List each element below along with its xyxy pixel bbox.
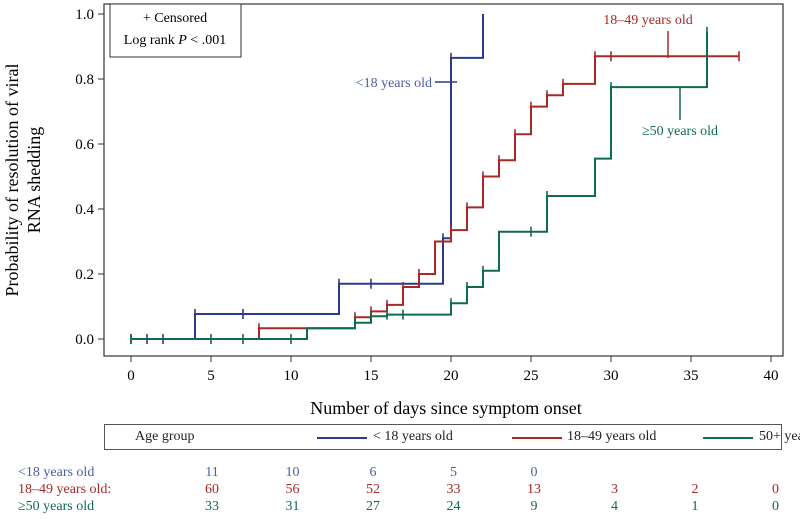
series-label-under18: <18 years old	[356, 76, 432, 91]
y-tick-label: 0.4	[75, 202, 94, 218]
series-label-18-49: 18–49 years old	[603, 13, 692, 28]
risk-cell: 9	[530, 499, 538, 514]
risk-cell: 6	[369, 465, 377, 480]
risk-cell: 1	[691, 499, 699, 514]
risk-row-label: 18–49 years old:	[18, 482, 112, 497]
risk-cell: 27	[366, 499, 380, 514]
risk-cell: 0	[772, 499, 779, 514]
km-curve	[131, 55, 739, 340]
risk-cell: 0	[530, 465, 538, 480]
risk-cell: 33	[446, 482, 461, 497]
risk-cell: 2	[691, 482, 699, 497]
legend-title: Age group	[135, 429, 195, 444]
y-tick-label: 0.2	[75, 267, 94, 283]
y-tick-label: 0.8	[75, 72, 94, 88]
x-tick-label: 5	[207, 368, 215, 384]
plot-frame	[103, 3, 784, 357]
series-annotations: <18 years old 18–49 years old ≥50 years ol…	[356, 13, 718, 139]
x-tick-label: 30	[604, 368, 619, 384]
y-tick-label: 0.6	[75, 137, 94, 153]
series-label-50plus: ≥50 years old	[642, 124, 718, 139]
x-tick-label: 0	[127, 368, 135, 384]
risk-cell: 4	[611, 499, 618, 514]
risk-row-label: ≥50 years old	[18, 499, 95, 514]
risk-cell: 31	[285, 499, 300, 514]
series-0	[130, 14, 484, 344]
x-axis-title: Number of days since symptom onset	[310, 398, 581, 418]
y-tick-label: 0.0	[75, 332, 94, 348]
logrank-note: Log rank P < .001	[124, 33, 226, 48]
risk-row: ≥50 years old 33 31 27 24 9 4 1 0	[0, 499, 800, 517]
x-tick-label: 35	[684, 368, 699, 384]
legend-swatch-under18	[317, 437, 367, 439]
numbers-at-risk-table: <18 years old 11 10 6 5 0 18–49 years old: 60 56…	[0, 465, 800, 519]
risk-cell: 5	[450, 465, 457, 480]
legend: Age group < 18 years old 18–49 years old…	[104, 424, 800, 450]
legend-swatch-50plus	[703, 437, 753, 439]
risk-row-label: <18 years old	[18, 465, 95, 480]
risk-row: 18–49 years old: 60 56 52 33 13 3 2 0	[0, 482, 800, 500]
x-axis: 0 5 10 15 20 25 30 35 40	[127, 356, 779, 384]
risk-cell: 11	[205, 465, 219, 480]
legend-swatch-18-49	[512, 437, 562, 439]
legend-label-18-49: 18–49 years old	[567, 429, 657, 444]
km-curve	[131, 14, 484, 340]
x-tick-label: 20	[444, 368, 459, 384]
series-1	[131, 51, 740, 340]
x-tick-label: 15	[364, 368, 379, 384]
risk-cell: 13	[527, 482, 541, 497]
y-axis-title-line1: Probability of resolution of viral	[2, 64, 22, 297]
risk-cell: 56	[285, 482, 300, 497]
series-layer	[130, 14, 740, 344]
series-2	[130, 26, 708, 344]
censor-logrank-box: + Censored Log rank P < .001	[109, 3, 242, 58]
censored-note: + Censored	[143, 11, 207, 26]
y-axis-title-line2: RNA shedding	[24, 127, 44, 234]
legend-label-under18: < 18 years old	[373, 429, 453, 444]
y-axis: 0.0 0.2 0.4 0.6 0.8 1.0	[75, 7, 104, 348]
risk-cell: 0	[772, 482, 779, 497]
risk-cell: 3	[611, 482, 618, 497]
risk-cell: 10	[285, 465, 300, 480]
risk-cell: 24	[446, 499, 461, 514]
km-chart: 0.0 0.2 0.4 0.6 0.8 1.0 0 5 10 15 20 25 30 35 40 <18 …	[2, 3, 784, 418]
x-tick-label: 10	[284, 368, 299, 384]
y-tick-label: 1.0	[75, 7, 94, 23]
risk-cell: 52	[366, 482, 380, 497]
risk-row: <18 years old 11 10 6 5 0	[0, 465, 800, 483]
x-tick-label: 40	[764, 368, 779, 384]
x-tick-label: 25	[524, 368, 539, 384]
risk-cell: 33	[205, 499, 219, 514]
legend-label-50plus: 50+ years old	[759, 429, 800, 444]
risk-cell: 60	[205, 482, 219, 497]
